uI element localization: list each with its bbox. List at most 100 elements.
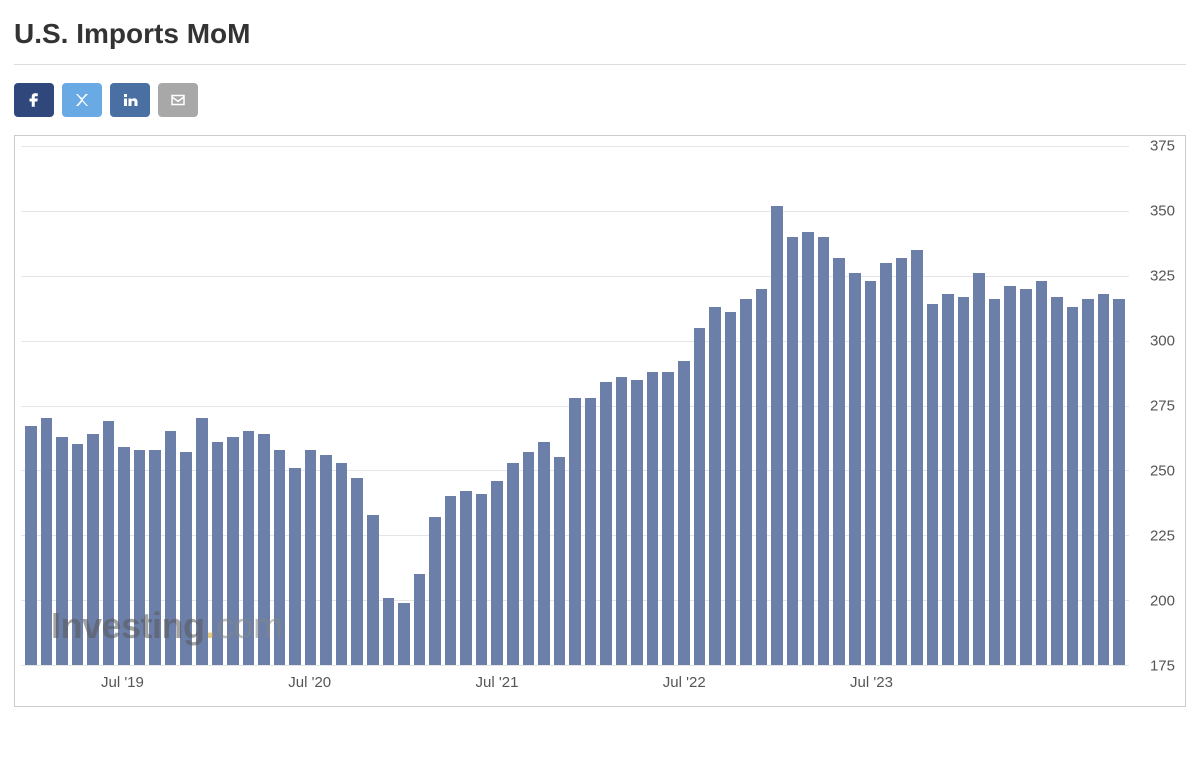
bar[interactable] [476, 494, 488, 665]
bar[interactable] [398, 603, 410, 665]
bar[interactable] [289, 468, 301, 665]
bar[interactable] [305, 450, 317, 665]
bar[interactable] [336, 463, 348, 665]
bar[interactable] [1036, 281, 1048, 665]
bar[interactable] [383, 598, 395, 665]
bar[interactable] [662, 372, 674, 665]
bar[interactable] [1082, 299, 1094, 665]
bar[interactable] [787, 237, 799, 665]
bar[interactable] [414, 574, 426, 665]
bar[interactable] [429, 517, 441, 665]
bar[interactable] [600, 382, 612, 665]
bar[interactable] [258, 434, 270, 665]
bar[interactable] [25, 426, 37, 665]
bar[interactable] [1051, 297, 1063, 665]
share-facebook[interactable] [14, 83, 54, 117]
share-x[interactable] [62, 83, 102, 117]
bar[interactable] [1098, 294, 1110, 665]
bar[interactable] [1067, 307, 1079, 665]
bar[interactable] [740, 299, 752, 665]
bar[interactable] [180, 452, 192, 665]
bar[interactable] [896, 258, 908, 665]
bar[interactable] [911, 250, 923, 665]
bar[interactable] [958, 297, 970, 665]
bar[interactable] [865, 281, 877, 665]
bar[interactable] [103, 421, 115, 665]
bar[interactable] [523, 452, 535, 665]
xtick-label: Jul '22 [663, 674, 706, 691]
bar[interactable] [616, 377, 628, 665]
bar[interactable] [709, 307, 721, 665]
ytick-label: 375 [1150, 138, 1175, 155]
bar[interactable] [694, 328, 706, 665]
bar[interactable] [989, 299, 1001, 665]
bar[interactable] [491, 481, 503, 665]
facebook-icon [25, 91, 43, 109]
bar[interactable] [1113, 299, 1125, 665]
ytick-label: 300 [1150, 333, 1175, 350]
bar[interactable] [445, 496, 457, 665]
bar[interactable] [1020, 289, 1032, 665]
linkedin-icon [121, 91, 139, 109]
bar[interactable] [196, 418, 208, 665]
bar[interactable] [631, 380, 643, 665]
bar[interactable] [756, 289, 768, 665]
bar[interactable] [134, 450, 146, 665]
bar[interactable] [554, 457, 566, 665]
bar[interactable] [678, 361, 690, 665]
bar[interactable] [212, 442, 224, 665]
chart-xaxis: Jul '19 Jul '20 Jul '21 Jul '22 Jul '23 [21, 666, 1129, 700]
bar[interactable] [927, 304, 939, 665]
bar[interactable] [56, 437, 68, 665]
bar[interactable] [585, 398, 597, 665]
bar[interactable] [880, 263, 892, 665]
ytick-label: 175 [1150, 658, 1175, 675]
bar[interactable] [647, 372, 659, 665]
title-divider [14, 64, 1186, 65]
chart-plot[interactable]: Investing.com [21, 146, 1129, 666]
chart-area: Investing.com 17520022525027530032535037… [21, 146, 1179, 666]
x-icon [73, 91, 91, 109]
chart-yaxis: 175200225250275300325350375 [1129, 146, 1179, 666]
xtick-label: Jul '19 [101, 674, 144, 691]
bar[interactable] [818, 237, 830, 665]
bar[interactable] [725, 312, 737, 665]
xtick-label: Jul '23 [850, 674, 893, 691]
ytick-label: 350 [1150, 203, 1175, 220]
share-email[interactable] [158, 83, 198, 117]
bar[interactable] [802, 232, 814, 665]
bar[interactable] [833, 258, 845, 665]
chart-container: Investing.com 17520022525027530032535037… [14, 135, 1186, 707]
chart-bars [21, 146, 1129, 665]
page-title: U.S. Imports MoM [14, 10, 1186, 64]
bar[interactable] [118, 447, 130, 665]
ytick-label: 200 [1150, 593, 1175, 610]
xtick-label: Jul '20 [288, 674, 331, 691]
bar[interactable] [849, 273, 861, 665]
bar[interactable] [87, 434, 99, 665]
bar[interactable] [149, 450, 161, 665]
bar[interactable] [72, 444, 84, 665]
share-row [14, 83, 1186, 117]
bar[interactable] [165, 431, 177, 665]
ytick-label: 250 [1150, 463, 1175, 480]
ytick-label: 225 [1150, 528, 1175, 545]
bar[interactable] [320, 455, 332, 665]
bar[interactable] [367, 515, 379, 666]
bar[interactable] [227, 437, 239, 665]
email-icon [169, 91, 187, 109]
share-linkedin[interactable] [110, 83, 150, 117]
bar[interactable] [569, 398, 581, 665]
bar[interactable] [351, 478, 363, 665]
bar[interactable] [41, 418, 53, 665]
bar[interactable] [771, 206, 783, 665]
bar[interactable] [942, 294, 954, 665]
bar[interactable] [460, 491, 472, 665]
bar[interactable] [538, 442, 550, 665]
bar[interactable] [973, 273, 985, 665]
bar[interactable] [1004, 286, 1016, 665]
bar[interactable] [243, 431, 255, 665]
xtick-label: Jul '21 [476, 674, 519, 691]
bar[interactable] [274, 450, 286, 665]
bar[interactable] [507, 463, 519, 665]
